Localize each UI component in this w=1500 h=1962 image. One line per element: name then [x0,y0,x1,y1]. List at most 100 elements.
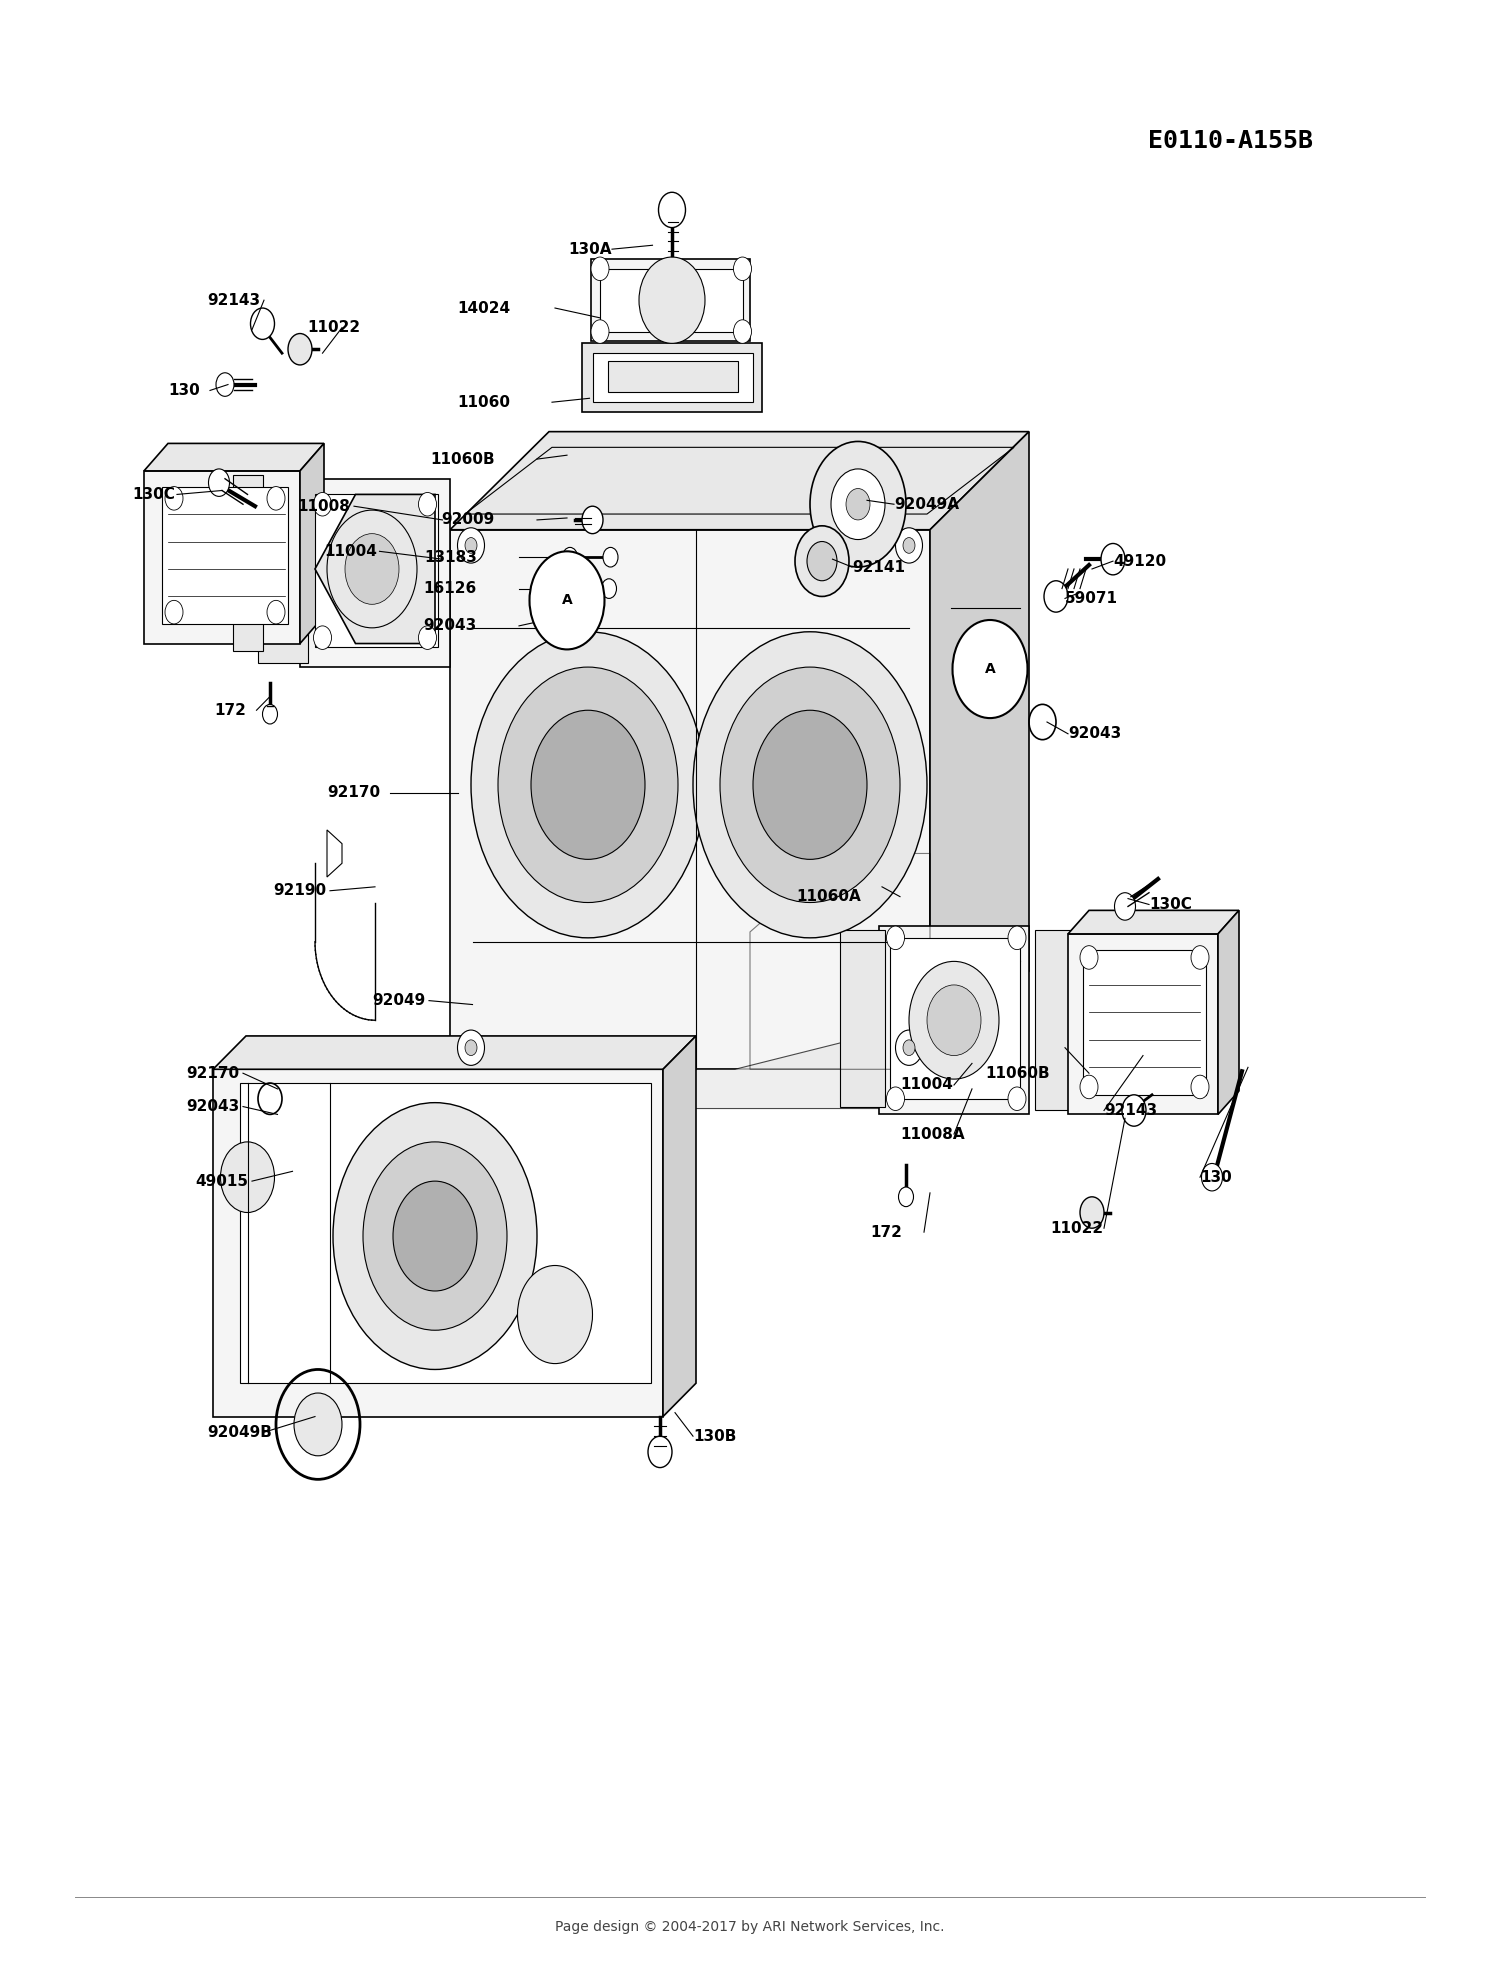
Polygon shape [879,926,1029,1114]
Circle shape [530,551,605,649]
Polygon shape [450,530,930,1069]
Circle shape [753,710,867,859]
Circle shape [345,534,399,604]
Circle shape [591,257,609,281]
Polygon shape [840,930,885,1107]
Circle shape [220,1142,274,1213]
Circle shape [831,469,885,540]
Circle shape [465,1040,477,1056]
Text: 130B: 130B [693,1428,736,1444]
Polygon shape [258,479,308,663]
Circle shape [458,1030,484,1065]
Circle shape [209,469,230,496]
Text: Page design © 2004-2017 by ARI Network Services, Inc.: Page design © 2004-2017 by ARI Network S… [555,1919,945,1935]
Text: 11022: 11022 [308,320,360,336]
Text: 11004: 11004 [324,543,376,559]
Text: 130C: 130C [132,487,176,502]
Text: 92049: 92049 [372,993,426,1008]
Circle shape [458,528,484,563]
Polygon shape [232,475,262,651]
Polygon shape [144,471,300,644]
Polygon shape [1083,950,1206,1095]
Text: 11060B: 11060B [986,1065,1050,1081]
Circle shape [1202,1163,1222,1191]
Polygon shape [582,343,762,412]
Circle shape [1008,926,1026,950]
Text: 92043: 92043 [186,1099,240,1114]
Circle shape [1191,1075,1209,1099]
Text: 92049A: 92049A [894,496,958,512]
Circle shape [165,600,183,624]
Polygon shape [213,1036,696,1069]
Polygon shape [315,494,435,644]
Text: 11008A: 11008A [900,1126,964,1142]
Circle shape [216,373,234,396]
Polygon shape [600,269,742,332]
Circle shape [314,626,332,649]
Circle shape [909,961,999,1079]
Circle shape [471,632,705,938]
Circle shape [639,257,705,343]
Circle shape [582,506,603,534]
Circle shape [562,547,578,567]
Text: 92143: 92143 [207,292,260,308]
Circle shape [658,192,686,228]
Circle shape [734,320,752,343]
Text: A: A [984,661,996,677]
Circle shape [720,667,900,903]
Text: 49120: 49120 [1113,553,1166,569]
Polygon shape [213,1069,663,1417]
Circle shape [734,257,752,281]
Text: 92043: 92043 [1068,726,1120,742]
Circle shape [1114,893,1136,920]
Circle shape [896,528,922,563]
Text: 59071: 59071 [1065,591,1118,606]
Text: 92170: 92170 [327,785,380,800]
Text: 14024: 14024 [458,300,510,316]
Circle shape [267,487,285,510]
Circle shape [952,620,1028,718]
Polygon shape [375,1024,1020,1109]
Text: 92170: 92170 [186,1065,238,1081]
Circle shape [251,308,274,339]
Circle shape [648,1436,672,1468]
Text: 92190: 92190 [273,883,326,899]
Circle shape [531,710,645,859]
Polygon shape [663,1036,696,1417]
Polygon shape [144,443,324,471]
Circle shape [602,579,616,598]
Text: 13183: 13183 [424,549,477,565]
Circle shape [1101,543,1125,575]
Text: 172: 172 [870,1224,901,1240]
Circle shape [1080,1197,1104,1228]
Polygon shape [608,361,738,392]
Circle shape [846,489,870,520]
Circle shape [333,1103,537,1369]
Circle shape [898,1187,914,1207]
Polygon shape [300,479,450,667]
Circle shape [886,926,904,950]
Circle shape [560,579,574,598]
Text: 130: 130 [1200,1169,1231,1185]
Text: 130: 130 [168,383,200,398]
Circle shape [267,600,285,624]
Text: 11060B: 11060B [430,451,495,467]
Text: 11004: 11004 [900,1077,952,1093]
Polygon shape [1218,910,1239,1114]
Circle shape [603,547,618,567]
Circle shape [896,1030,922,1065]
Polygon shape [300,443,324,644]
Circle shape [903,538,915,553]
Text: 11060A: 11060A [796,889,861,904]
Circle shape [591,320,609,343]
Circle shape [1008,1087,1026,1110]
Text: A: A [561,593,573,608]
Circle shape [314,492,332,516]
Circle shape [498,667,678,903]
Circle shape [518,1265,593,1364]
Text: 11022: 11022 [1050,1220,1102,1236]
Circle shape [693,632,927,938]
Text: 92049B: 92049B [207,1424,272,1440]
Text: 49015: 49015 [195,1173,248,1189]
Polygon shape [240,1083,651,1383]
